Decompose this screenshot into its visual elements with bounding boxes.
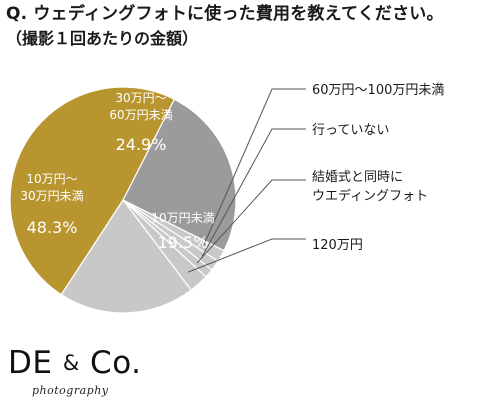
pie-slices	[9, 86, 237, 314]
slice-label-0: 30万円〜 60万円未満	[109, 91, 172, 122]
slice-labels: 30万円〜 60万円未満 24.9% 60万円〜100万円未満行っていない結婚式と同時…	[20, 83, 444, 253]
pie-slice-5	[60, 198, 192, 314]
slice-label-6: 10万円〜 30万円未満	[20, 172, 83, 203]
brand-logo-ampersand: &	[62, 351, 80, 375]
pie-slice-6	[9, 86, 176, 296]
leader-line-4	[188, 238, 306, 273]
brand-tagline: photography	[32, 384, 109, 397]
slice-label-1: 60万円〜100万円未満	[312, 83, 444, 98]
question-title: Q. ウェディングフォトに使った費用を教えてください。	[6, 4, 444, 24]
slice-label-5: 10万円未満	[151, 211, 214, 225]
leader-lines	[188, 88, 306, 273]
question-subtitle: （撮影１回あたりの金額）	[6, 29, 199, 48]
pie-slice-0	[122, 98, 237, 252]
slice-label-3: 結婚式と同時にウエディングフォト	[312, 170, 428, 204]
brand-logo: DE & Co.	[8, 346, 141, 380]
leader-line-3	[196, 179, 306, 264]
leader-line-2	[201, 128, 306, 257]
slice-value-5: 19.5%	[158, 233, 209, 252]
slice-label-4: 120万円	[312, 238, 363, 253]
brand-logo-prefix: DE	[8, 345, 63, 381]
slice-value-6: 48.3%	[27, 218, 78, 237]
slice-value-0: 24.9%	[116, 135, 167, 154]
slice-label-2: 行っていない	[312, 123, 389, 138]
leader-line-1	[203, 88, 306, 247]
brand-logo-suffix: Co.	[79, 345, 142, 381]
